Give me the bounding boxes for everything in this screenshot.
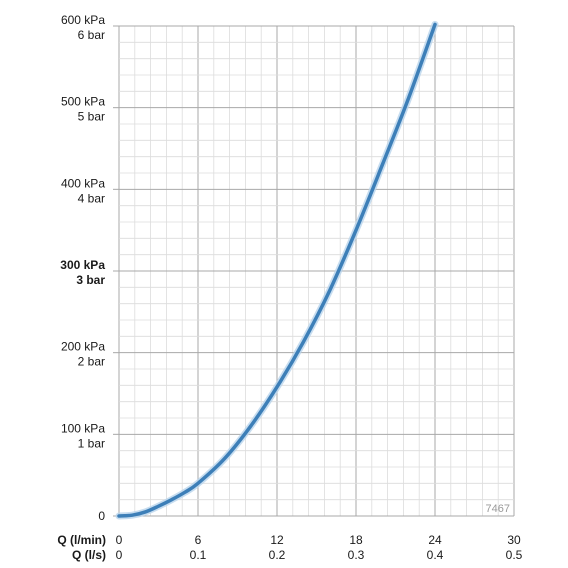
y-tick-label-kpa: 500 kPa (61, 95, 105, 109)
y-tick-label-bar: 5 bar (78, 110, 105, 124)
x-tick-label-lmin: 24 (428, 533, 442, 547)
x-tick-label-lmin: 6 (195, 533, 202, 547)
x-tick-labels: 0 6 12 18 24 30 0 0.1 0.2 0.3 0.4 0.5 (116, 533, 523, 562)
x-tick-label-lmin: 0 (116, 533, 123, 547)
x-tick-label-ls: 0.5 (506, 548, 523, 562)
y-tick-label-kpa: 600 kPa (61, 13, 105, 27)
x-tick-label-ls: 0.3 (348, 548, 365, 562)
x-axis-label-primary: Q (l/min) (57, 533, 106, 547)
x-tick-label-ls: 0 (116, 548, 123, 562)
x-tick-label-lmin: 30 (507, 533, 521, 547)
series-line (117, 22, 437, 518)
x-tick-label-ls: 0.2 (269, 548, 286, 562)
y-tick-label-bar: 3 bar (76, 273, 105, 287)
watermark: 7467 (486, 503, 510, 515)
y-tick-label-bar: 1 bar (78, 436, 105, 450)
grid (113, 25, 515, 517)
y-tick-label-bar: 6 bar (78, 28, 105, 42)
y-tick-label-kpa: 300 kPa (60, 258, 105, 272)
y-tick-label-kpa: 200 kPa (61, 340, 105, 354)
x-tick-label-lmin: 12 (270, 533, 284, 547)
y-tick-label-bar: 4 bar (78, 191, 105, 205)
x-axis-label-secondary: Q (l/s) (72, 548, 106, 562)
series-layer (115, 20, 439, 520)
y-tick-label-kpa: 0 (98, 509, 105, 523)
y-tick-label-kpa: 400 kPa (61, 176, 105, 190)
x-tick-label-ls: 0.4 (427, 548, 444, 562)
y-tick-label-kpa: 100 kPa (61, 421, 105, 435)
x-tick-label-ls: 0.1 (190, 548, 207, 562)
x-tick-label-lmin: 18 (349, 533, 363, 547)
y-tick-label-bar: 2 bar (78, 355, 105, 369)
